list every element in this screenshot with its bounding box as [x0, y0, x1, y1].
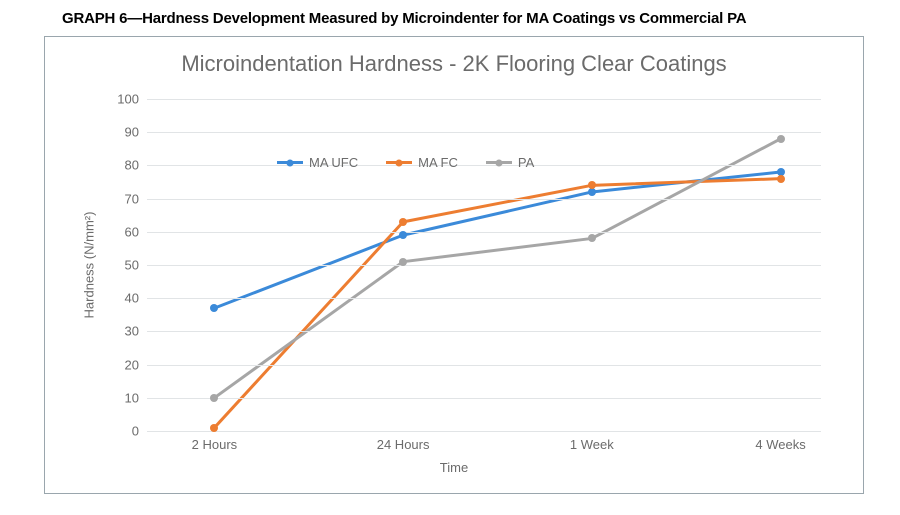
chart-inner: Microindentation Hardness - 2K Flooring … — [57, 45, 851, 485]
grid-line — [147, 398, 821, 399]
chart-title: Microindentation Hardness - 2K Flooring … — [57, 51, 851, 77]
graph-caption: GRAPH 6—Hardness Development Measured by… — [62, 10, 746, 27]
y-tick-label: 80 — [125, 158, 147, 173]
legend-item: MA FC — [386, 155, 458, 170]
legend: MA UFC MA FC PA — [277, 155, 534, 170]
legend-label: MA FC — [418, 155, 458, 170]
series-marker — [210, 394, 218, 402]
y-tick-label: 100 — [117, 92, 147, 107]
series-marker — [588, 234, 596, 242]
legend-label: MA UFC — [309, 155, 358, 170]
series-marker — [588, 181, 596, 189]
y-tick-label: 10 — [125, 390, 147, 405]
y-axis-title: Hardness (N/mm²) — [82, 212, 97, 319]
grid-line — [147, 99, 821, 100]
x-tick-label: 4 Weeks — [755, 431, 805, 452]
legend-item: MA UFC — [277, 155, 358, 170]
series-marker — [399, 231, 407, 239]
y-tick-label: 20 — [125, 357, 147, 372]
grid-line — [147, 331, 821, 332]
grid-line — [147, 431, 821, 432]
series-line — [214, 172, 780, 308]
legend-label: PA — [518, 155, 534, 170]
grid-line — [147, 298, 821, 299]
series-marker — [777, 175, 785, 183]
grid-line — [147, 199, 821, 200]
series-marker — [210, 424, 218, 432]
grid-line — [147, 365, 821, 366]
x-axis-title: Time — [440, 460, 468, 475]
grid-line — [147, 132, 821, 133]
y-tick-label: 60 — [125, 224, 147, 239]
series-marker — [210, 304, 218, 312]
legend-swatch — [277, 158, 303, 168]
series-marker — [399, 218, 407, 226]
x-tick-label: 1 Week — [570, 431, 614, 452]
y-tick-label: 70 — [125, 191, 147, 206]
y-tick-label: 0 — [132, 424, 147, 439]
y-tick-label: 40 — [125, 291, 147, 306]
series-marker — [777, 135, 785, 143]
grid-line — [147, 232, 821, 233]
grid-line — [147, 265, 821, 266]
legend-item: PA — [486, 155, 534, 170]
y-tick-label: 90 — [125, 125, 147, 140]
series-marker — [399, 258, 407, 266]
x-tick-label: 2 Hours — [192, 431, 238, 452]
y-tick-label: 50 — [125, 258, 147, 273]
plot-area: 01020304050607080901002 Hours24 Hours1 W… — [147, 99, 821, 431]
series-line — [214, 139, 780, 398]
plot-wrap: 01020304050607080901002 Hours24 Hours1 W… — [147, 99, 821, 431]
page: GRAPH 6—Hardness Development Measured by… — [0, 0, 900, 515]
series-line — [214, 179, 780, 428]
legend-swatch — [486, 158, 512, 168]
y-tick-label: 30 — [125, 324, 147, 339]
chart-frame: Microindentation Hardness - 2K Flooring … — [44, 36, 864, 494]
legend-swatch — [386, 158, 412, 168]
x-tick-label: 24 Hours — [377, 431, 430, 452]
